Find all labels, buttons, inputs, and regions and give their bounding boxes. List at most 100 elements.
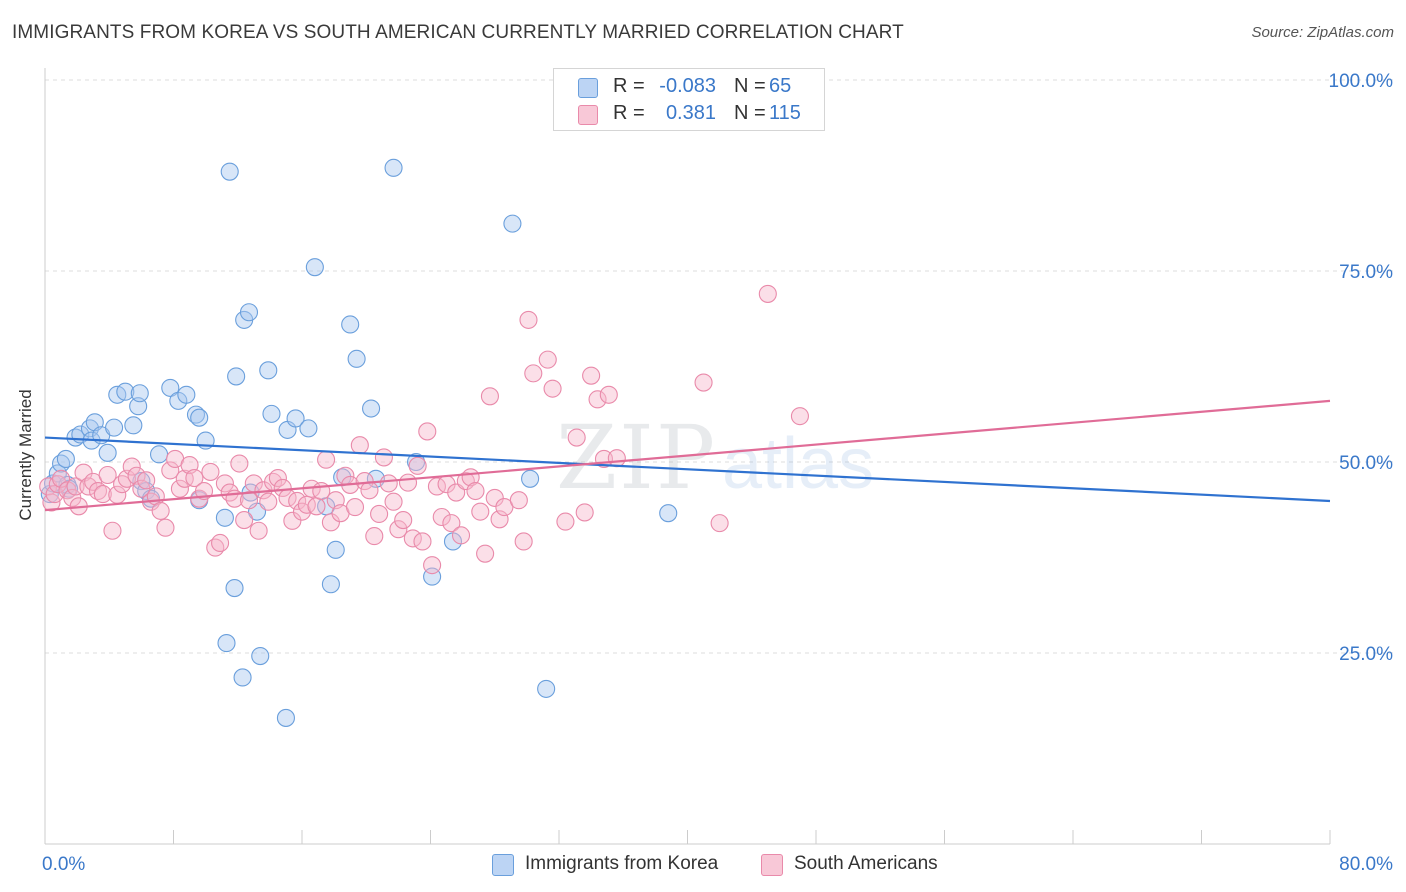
south-american-point (694, 373, 713, 392)
korea-point (132, 472, 151, 491)
legend-swatch-blue (492, 854, 514, 876)
south-american-point (495, 498, 514, 517)
south-american-point (790, 407, 809, 426)
korea-point (105, 418, 124, 437)
south-american-point (84, 472, 103, 491)
south-american-point (394, 511, 413, 530)
korea-point (56, 449, 75, 468)
south-american-point (408, 456, 427, 475)
south-american-point (582, 366, 601, 385)
south-american-point (220, 483, 239, 502)
y-tick-label: 75.0% (1339, 262, 1393, 283)
series-korea-points (40, 158, 678, 727)
south-american-point (230, 454, 249, 473)
legend-n-value: 115 (769, 102, 801, 124)
south-american-point (758, 284, 777, 303)
korea-point (149, 445, 169, 464)
south-american-point (442, 514, 461, 533)
south-american-point (471, 502, 490, 521)
south-american-point (374, 448, 393, 467)
south-american-point (137, 471, 156, 490)
south-american-point (423, 556, 442, 575)
korea-point (262, 404, 281, 423)
legend-row-south-american: R = 0.381 N = 115 (554, 101, 824, 127)
south-american-point (307, 497, 326, 516)
south-american-point (389, 520, 408, 539)
legend-r-label: R = (613, 75, 645, 97)
legend-n-label: N = (734, 102, 766, 124)
y-tick-label: 100.0% (1329, 71, 1394, 92)
south-american-point (567, 428, 586, 447)
korea-point (321, 575, 340, 594)
south-american-point (122, 457, 141, 476)
korea-point (521, 469, 540, 488)
south-american-point (93, 485, 112, 504)
legend-r-value: 0.381 (665, 102, 716, 124)
south-american-point (524, 364, 543, 383)
legend-n-value: 65 (769, 75, 792, 97)
correlation-legend: R = -0.083 N = 65 R = 0.381 N = 115 (553, 68, 825, 131)
korea-point (286, 409, 305, 428)
korea-point (190, 408, 209, 427)
korea-point (326, 540, 345, 559)
south-american-point (360, 481, 379, 500)
south-american-point (268, 468, 287, 488)
south-american-point (476, 544, 495, 563)
korea-point (384, 158, 403, 177)
south-american-point (52, 469, 71, 488)
south-american-point (201, 462, 220, 481)
korea-trend-line (44, 436, 1331, 503)
south-american-point (98, 465, 117, 485)
legend-r-label: R = (613, 102, 645, 124)
korea-point (161, 378, 180, 397)
series-legend: Immigrants from Korea South Americans (0, 852, 1406, 878)
legend-swatch-blue (578, 78, 598, 98)
south-american-point (466, 481, 485, 501)
south-american-point (350, 436, 369, 455)
south-american-point (249, 521, 268, 540)
legend-label-south-american: South Americans (794, 853, 938, 874)
korea-point (215, 508, 234, 527)
south-american-point (288, 491, 307, 511)
y-axis-label: Currently Married (16, 389, 35, 521)
south-american-point (432, 507, 451, 527)
south-american-point (235, 511, 254, 530)
korea-point (98, 443, 117, 462)
korea-point (251, 647, 270, 666)
korea-point (233, 668, 252, 687)
south-american-point (321, 513, 340, 532)
tick-labels: 25.0% 50.0% 75.0% 100.0% 0.0% 80.0% (42, 71, 1393, 875)
korea-point (239, 303, 259, 322)
korea-point (217, 634, 236, 653)
korea-point (659, 504, 678, 523)
south-american-point (215, 474, 234, 493)
legend-label-korea: Immigrants from Korea (525, 853, 719, 874)
korea-point (537, 679, 556, 698)
korea-point (341, 315, 360, 334)
y-tick-label: 50.0% (1339, 453, 1393, 474)
korea-point (227, 367, 246, 386)
south-american-point (485, 488, 504, 507)
south-american-point (132, 479, 151, 498)
korea-point (299, 419, 318, 438)
source-credit: Source: ZipAtlas.com (1251, 24, 1394, 41)
south-american-point (370, 504, 389, 524)
south-american-point (403, 529, 422, 548)
watermark-atlas: atlas (722, 424, 874, 504)
x-tick-label-max: 80.0% (1339, 854, 1393, 875)
korea-point (362, 399, 381, 418)
south-american-point (88, 481, 108, 501)
south-american-point (710, 514, 729, 533)
axes (44, 68, 1331, 845)
south-american-point (413, 532, 432, 551)
korea-point (347, 349, 366, 368)
south-american-point (156, 518, 175, 537)
korea-point (225, 579, 244, 598)
trend-lines (44, 399, 1331, 512)
south-american-point (66, 477, 85, 496)
watermark: ZIP atlas (556, 406, 874, 509)
x-tick-label-min: 0.0% (42, 854, 85, 875)
south-american-point (185, 468, 204, 488)
korea-point (130, 384, 149, 403)
